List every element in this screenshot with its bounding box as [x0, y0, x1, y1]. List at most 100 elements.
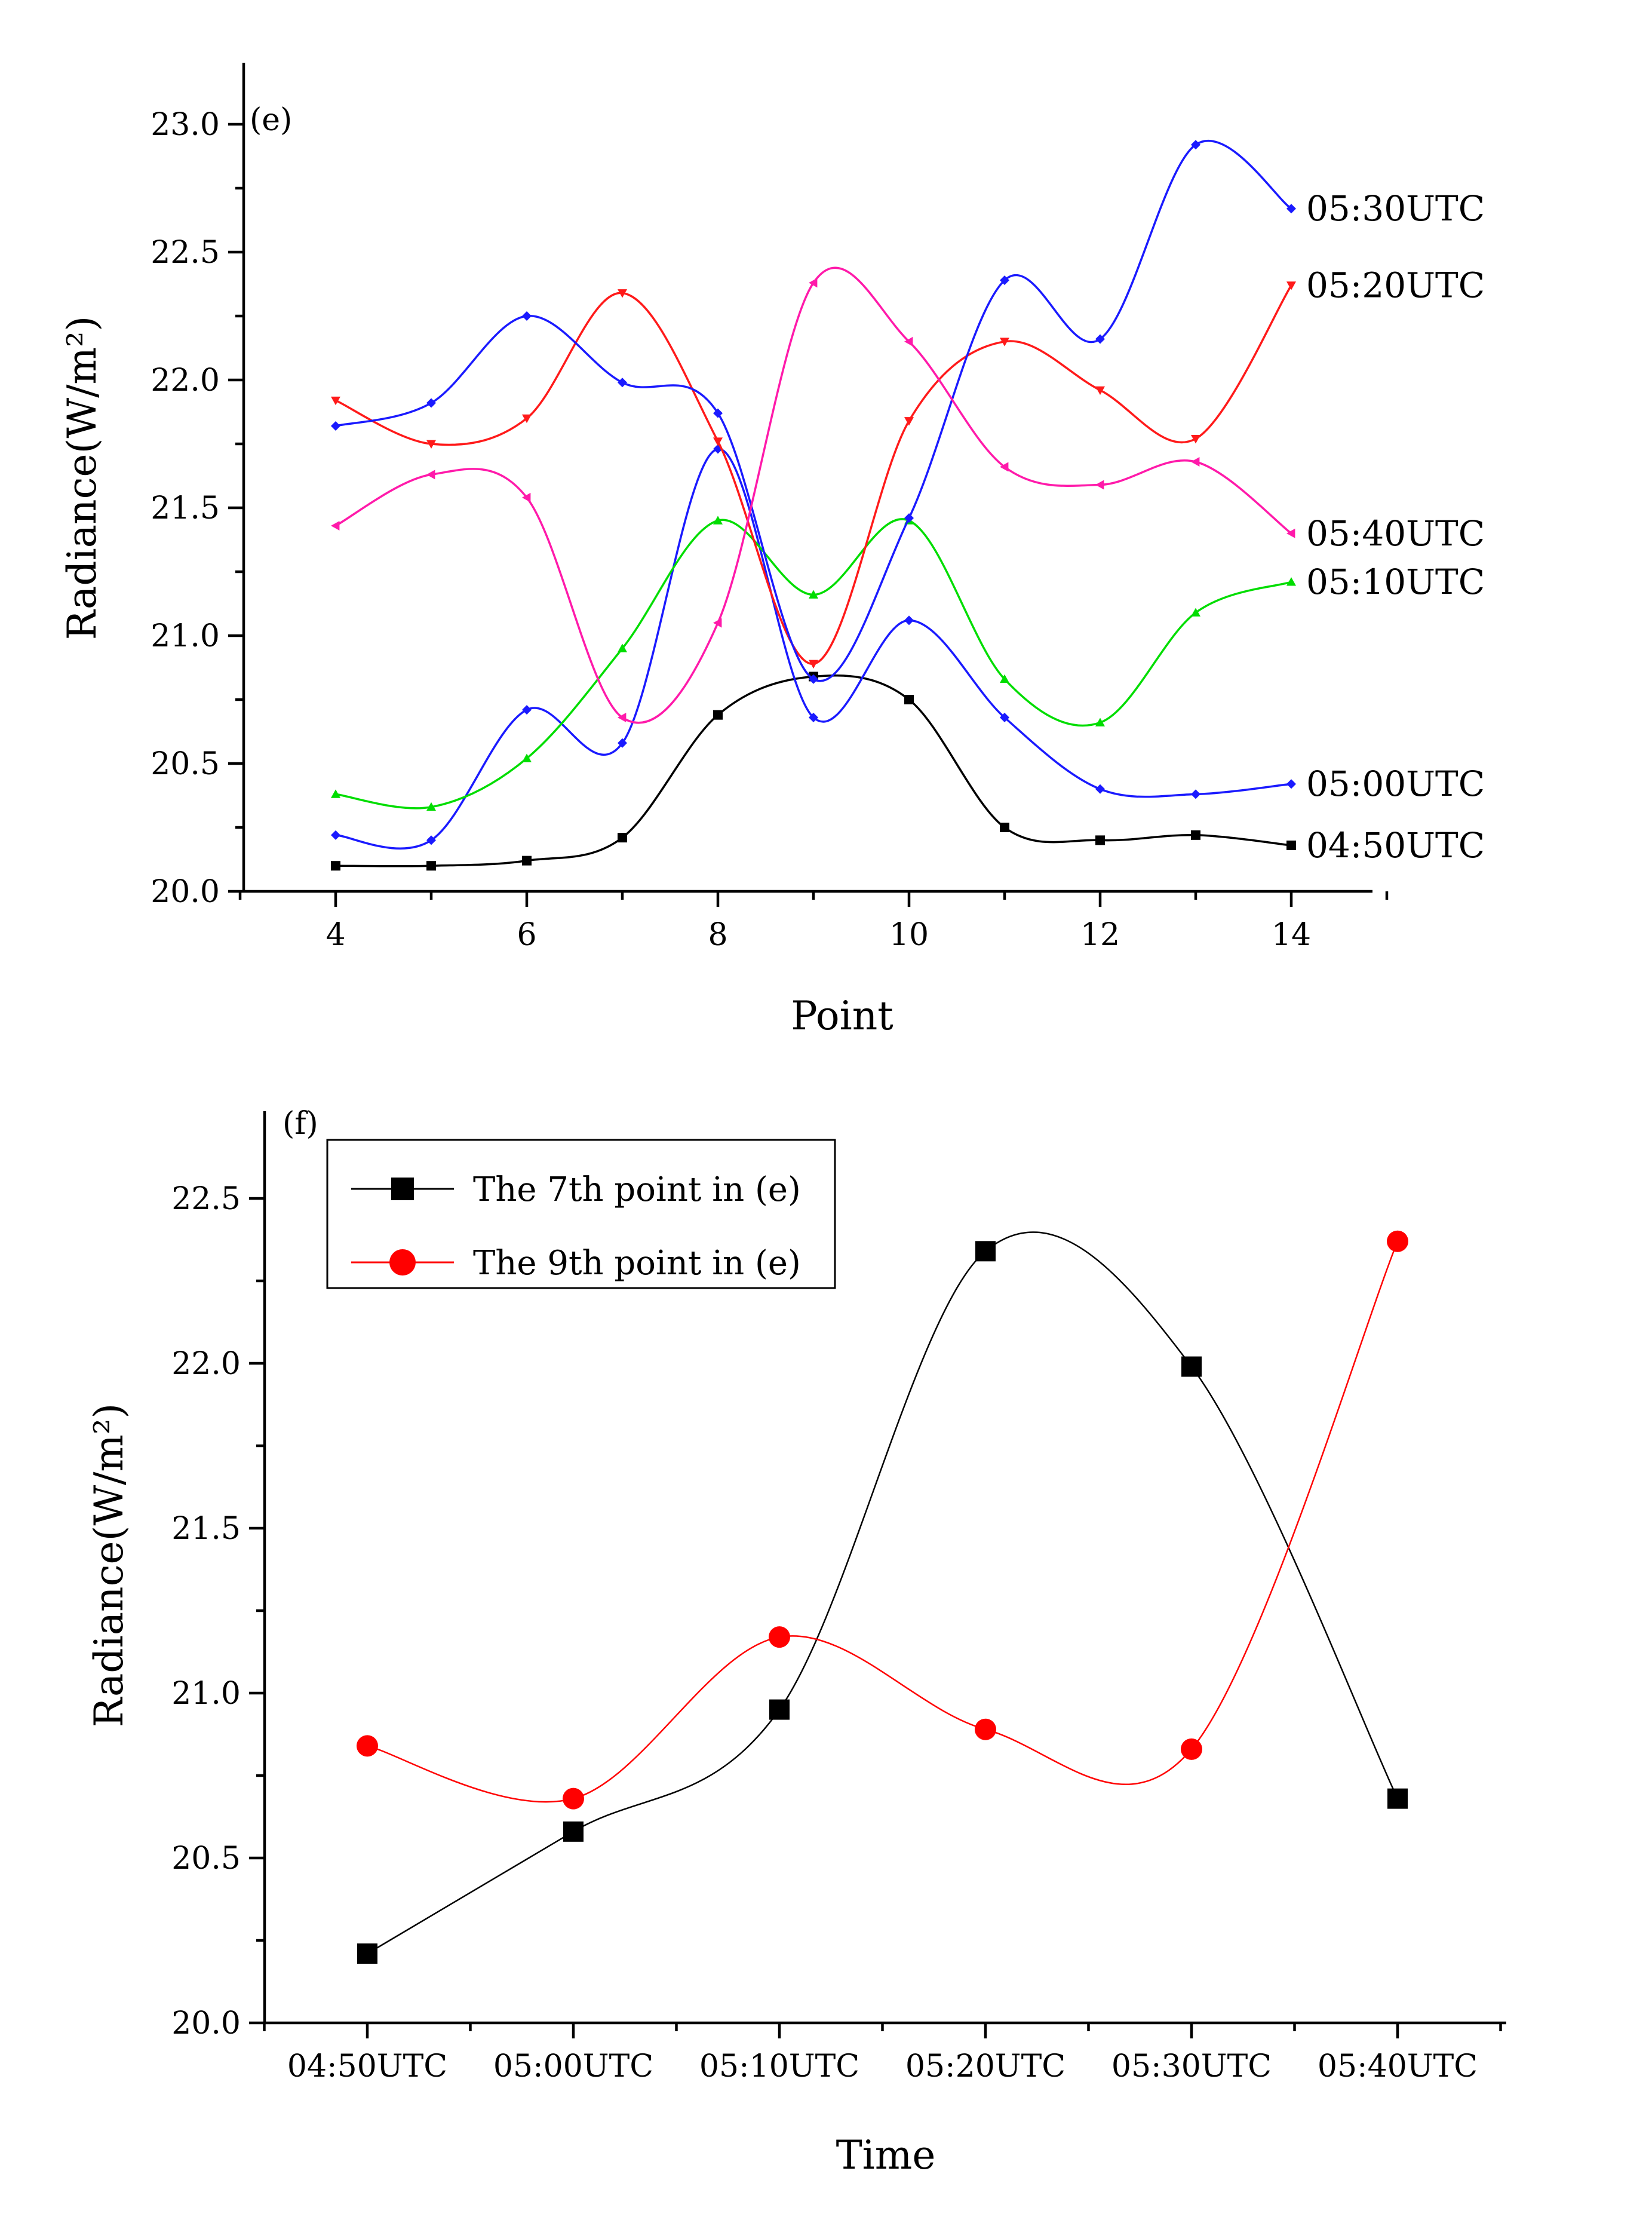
data-point-05:40UTC [1095, 480, 1104, 490]
data-point-The 7th point in (e) [975, 1241, 996, 1262]
data-point-05:40UTC [618, 712, 627, 722]
data-point-05:00UTC [1095, 784, 1105, 794]
panel-e-x-tick-label: 4 [326, 917, 345, 953]
panel-e-y-tick-label: 21.5 [151, 490, 220, 526]
panel-e-x-tick-label: 8 [708, 917, 727, 953]
data-point-04:50UTC [522, 856, 532, 866]
data-point-05:20UTC [522, 414, 532, 424]
panel-e-x-tick-label: 10 [889, 917, 929, 953]
panel-f-x-tick-label: 05:00UTC [493, 2049, 653, 2084]
panel-e-series-layer [331, 139, 1296, 871]
data-point-The 9th point in (e) [563, 1787, 584, 1810]
data-point-05:40UTC [1000, 462, 1009, 472]
data-point-05:00UTC [522, 705, 532, 715]
data-point-05:10UTC [1095, 718, 1105, 726]
panel-f-y-tick-label: 21.0 [171, 1676, 241, 1712]
panel-f-x-tick-label: 05:20UTC [905, 2049, 1065, 2084]
data-point-05:40UTC [426, 470, 435, 480]
data-point-05:40UTC [904, 336, 913, 347]
data-point-05:00UTC [1191, 789, 1200, 799]
panel-e-y-tick-label: 23.0 [151, 107, 220, 143]
data-point-04:50UTC [904, 695, 914, 704]
data-point-04:50UTC [426, 861, 436, 871]
data-point-05:10UTC [1000, 674, 1009, 683]
data-point-05:20UTC [1000, 338, 1009, 347]
data-point-05:20UTC [618, 289, 627, 298]
panel-e-y-tick-label: 21.0 [151, 618, 220, 654]
panel-e-label: (e) [250, 102, 292, 138]
data-point-05:00UTC [331, 830, 340, 840]
panel-e-x-tick-label: 12 [1080, 917, 1120, 953]
panel-f-y-tick-label: 22.0 [171, 1346, 241, 1382]
data-point-05:00UTC [1000, 712, 1009, 722]
data-point-05:10UTC [809, 590, 818, 599]
data-point-05:00UTC [1286, 779, 1296, 789]
data-point-05:30UTC [331, 421, 340, 431]
data-point-04:50UTC [331, 861, 340, 871]
panel-f-ticks: 04:50UTC 05:00UTC 05:10UTC 05:20UTC 05:30UTC… [171, 1181, 1502, 2084]
data-point-05:30UTC [904, 513, 914, 523]
data-point-05:30UTC [618, 378, 627, 388]
data-point-05:10UTC [713, 516, 723, 525]
data-point-05:20UTC [331, 396, 340, 406]
panel-f-y-tick-label: 22.5 [171, 1181, 241, 1217]
data-point-04:50UTC [713, 710, 723, 720]
panel-f-x-tick-label: 04:50UTC [287, 2049, 447, 2084]
legend-marker-series-2 [389, 1249, 416, 1275]
series-label-05:00UTC: 05:00UTC [1306, 764, 1485, 804]
data-point-The 7th point in (e) [563, 1821, 584, 1842]
data-point-05:10UTC [331, 789, 340, 798]
data-point-The 7th point in (e) [1387, 1788, 1408, 1809]
panel-e-y-tick-label: 20.0 [151, 874, 220, 910]
data-point-05:40UTC [1191, 456, 1200, 467]
data-point-05:20UTC [904, 417, 914, 426]
panel-f-x-tick-label: 05:10UTC [699, 2049, 859, 2084]
data-point-04:50UTC [618, 833, 627, 843]
data-point-05:00UTC [426, 835, 436, 845]
data-point-05:40UTC [713, 618, 722, 628]
panel-f-y-tick-label: 20.5 [171, 1841, 241, 1877]
panel-e-y-tick-label: 20.5 [151, 746, 220, 782]
data-point-05:00UTC [904, 615, 914, 626]
data-point-05:40UTC [522, 492, 531, 502]
panel-e-y-tick-label: 22.0 [151, 363, 220, 398]
data-point-The 9th point in (e) [1387, 1230, 1408, 1252]
panel-f-y-tick-label: 21.5 [171, 1511, 241, 1547]
series-label-04:50UTC: 04:50UTC [1306, 825, 1485, 866]
data-point-04:50UTC [1095, 835, 1105, 845]
panel-f-legend: The 7th point in (e) The 9th point in (e… [326, 1139, 836, 1289]
panel-e-x-tick-label: 14 [1272, 917, 1311, 953]
data-point-04:50UTC [1286, 840, 1296, 850]
data-point-05:30UTC [1000, 275, 1009, 286]
data-point-05:10UTC [426, 802, 436, 811]
data-point-The 7th point in (e) [1181, 1356, 1202, 1377]
data-point-05:30UTC [1095, 334, 1105, 344]
data-point-05:30UTC [713, 408, 723, 418]
panel-e-y-axis-title: Radiance(W/m²) [59, 316, 105, 640]
data-point-05:20UTC [809, 660, 818, 669]
panel-f-y-axis-title: Radiance(W/m²) [86, 1403, 132, 1727]
data-point-05:00UTC [809, 712, 818, 722]
panel-e-y-tick-label: 22.5 [151, 235, 220, 271]
data-point-05:30UTC [809, 674, 818, 684]
chart-panel-f: 04:50UTC 05:00UTC 05:10UTC 05:20UTC 05:30UTC… [86, 1106, 1506, 2178]
legend-marker-series-1 [391, 1178, 414, 1200]
series-label-05:10UTC: 05:10UTC [1306, 562, 1485, 602]
data-point-05:10UTC [522, 753, 532, 762]
data-point-The 9th point in (e) [975, 1718, 996, 1740]
data-point-05:30UTC [1191, 140, 1200, 150]
panel-f-label: (f) [283, 1106, 318, 1142]
data-point-The 9th point in (e) [769, 1626, 790, 1648]
data-point-05:40UTC [809, 278, 818, 288]
data-point-05:20UTC [426, 440, 436, 449]
panel-f-x-tick-label: 05:40UTC [1318, 2049, 1478, 2084]
panel-e-ticks: 4 6 8 10 12 14 20.0 20.5 21.0 21.5 22.0 22.5 23.0 [151, 107, 1389, 953]
data-point-05:30UTC [1286, 204, 1296, 214]
data-point-The 9th point in (e) [1181, 1738, 1202, 1760]
data-point-05:30UTC [426, 398, 436, 408]
data-point-05:20UTC [1286, 281, 1296, 290]
series-label-05:30UTC: 05:30UTC [1306, 188, 1485, 229]
data-point-05:40UTC [1286, 528, 1295, 538]
